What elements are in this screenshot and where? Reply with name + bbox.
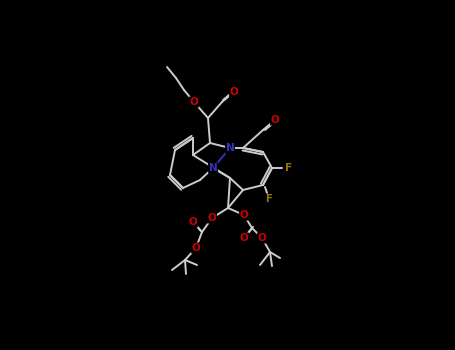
Text: O: O: [240, 233, 248, 243]
Text: N: N: [226, 143, 234, 153]
Text: O: O: [190, 97, 198, 107]
Text: O: O: [230, 87, 238, 97]
Text: O: O: [240, 210, 248, 220]
Text: O: O: [258, 233, 266, 243]
Text: O: O: [192, 243, 200, 253]
Text: F: F: [285, 163, 292, 173]
Text: F: F: [265, 194, 271, 204]
Text: O: O: [189, 217, 197, 227]
Text: O: O: [271, 115, 279, 125]
Text: O: O: [207, 213, 217, 223]
Text: N: N: [209, 163, 217, 173]
